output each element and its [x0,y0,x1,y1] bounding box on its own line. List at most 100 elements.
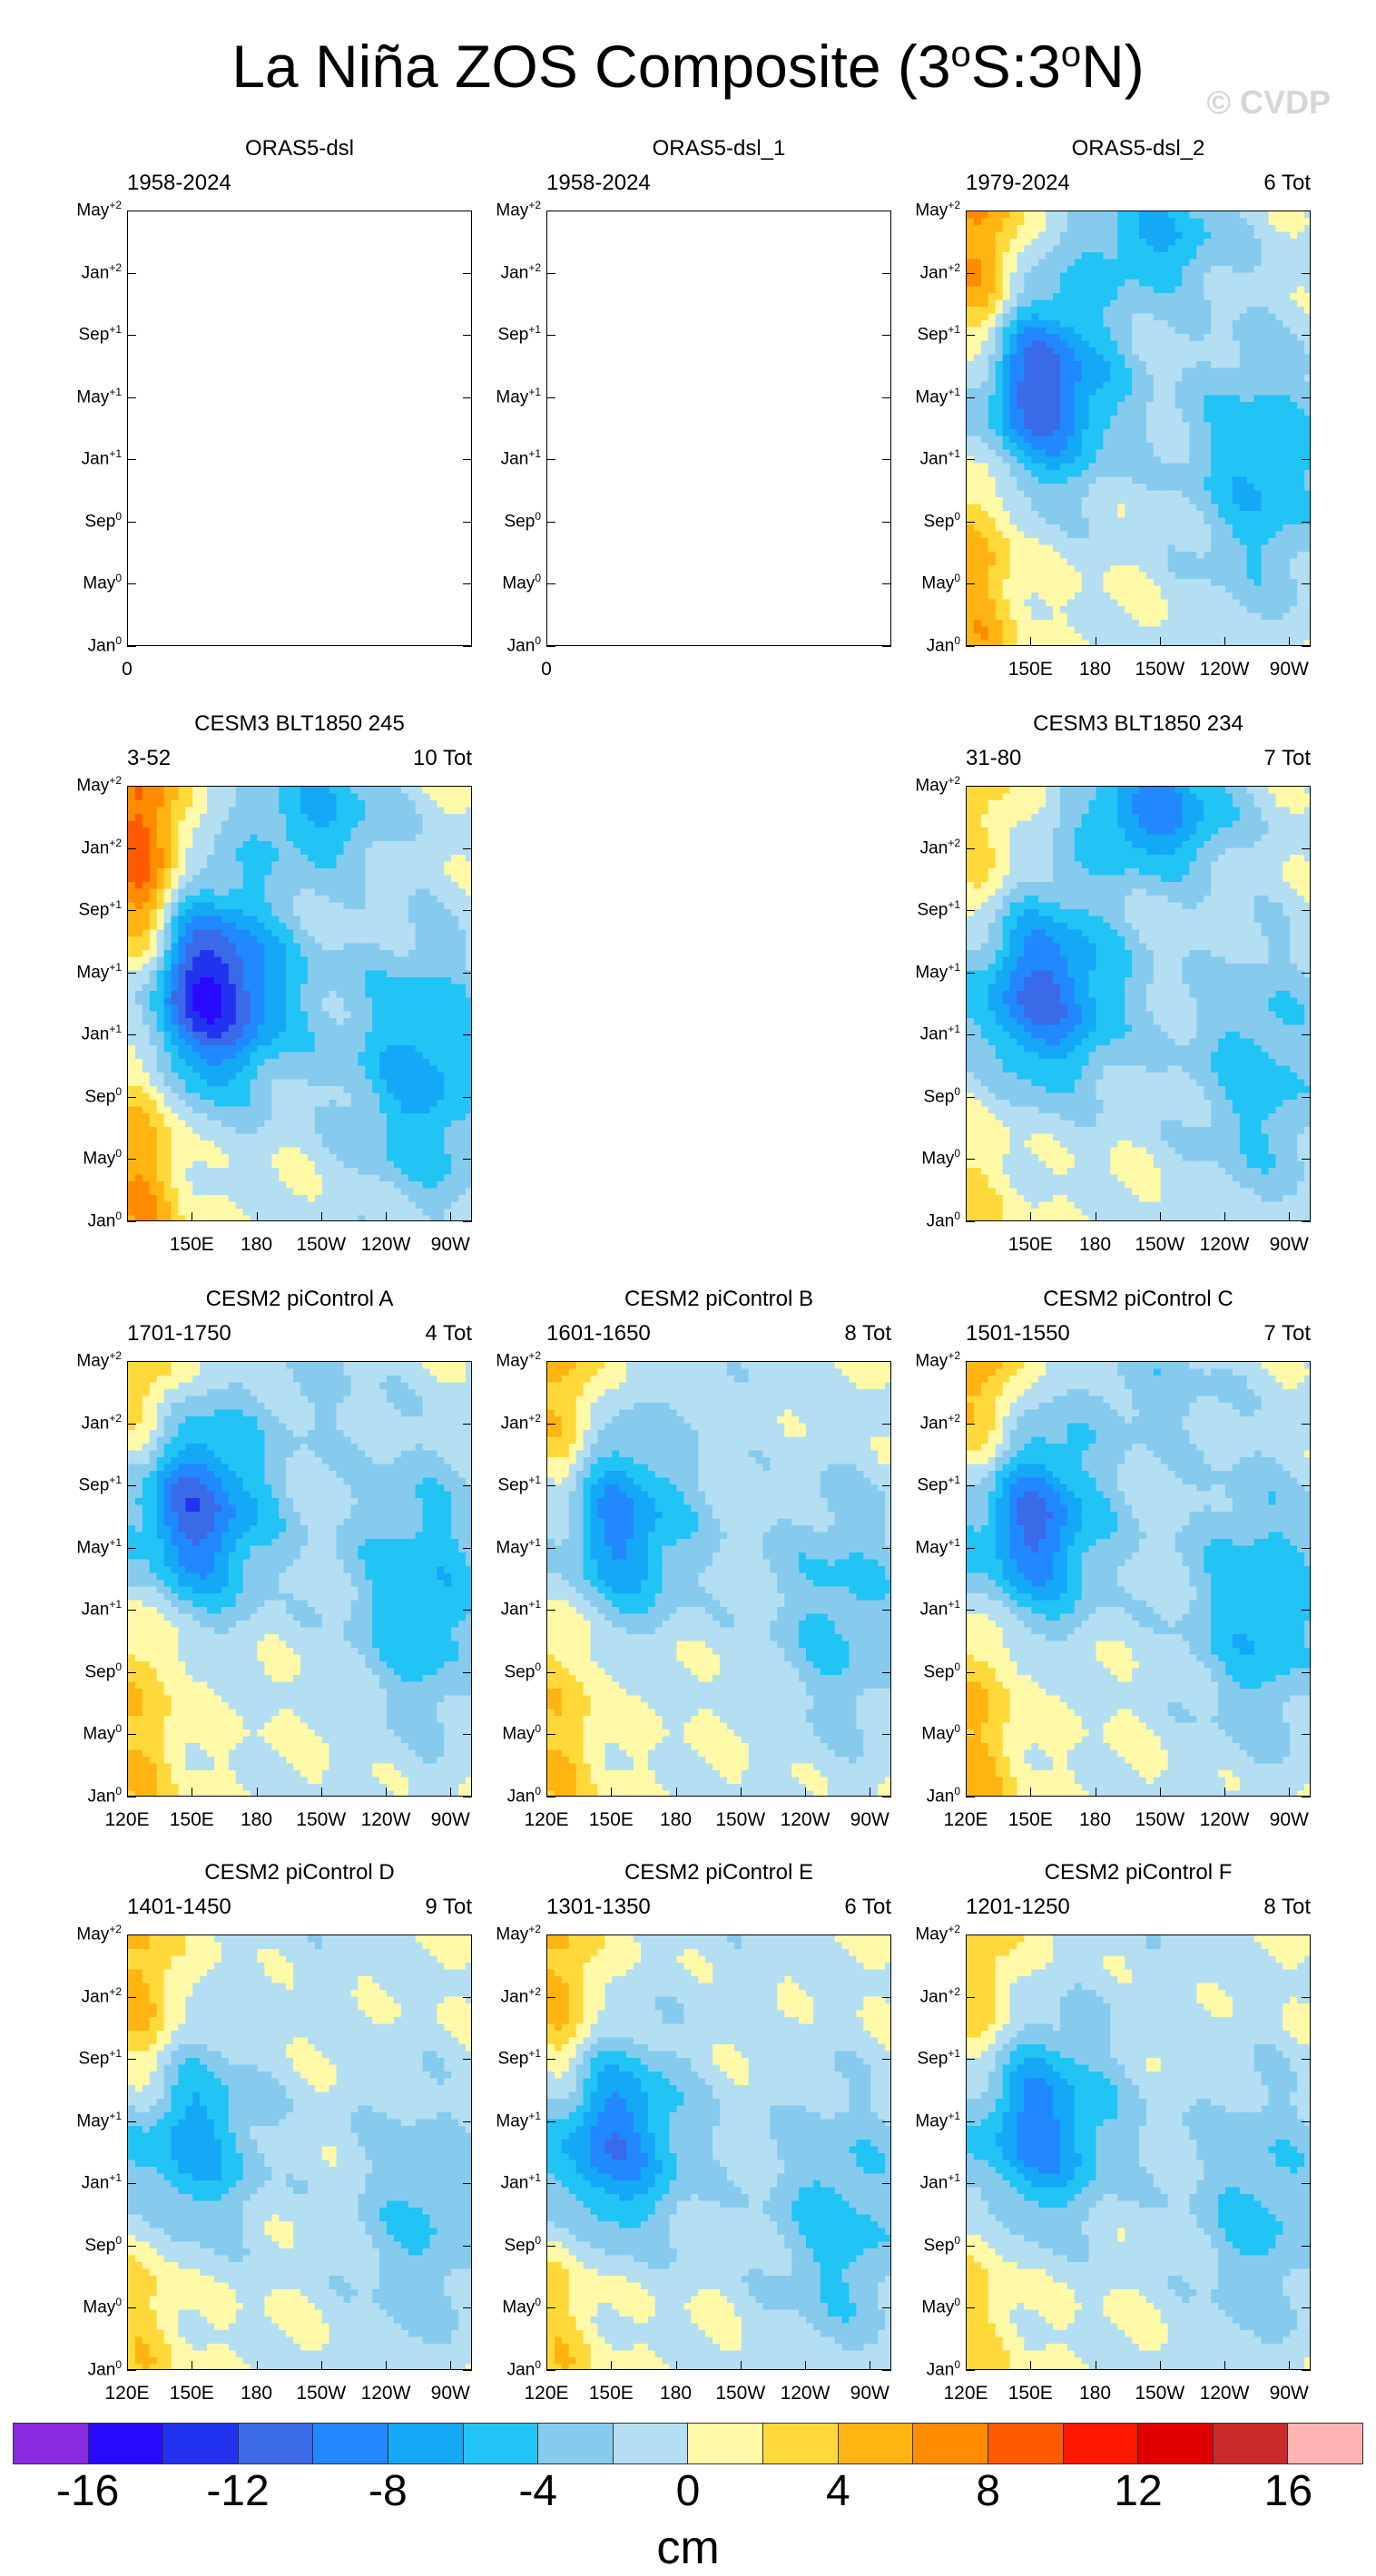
heatmap-cell [1024,293,1032,301]
heatmap-cell [1290,402,1298,410]
heatmap-cell [1268,429,1277,437]
heatmap-cell [286,828,294,836]
heatmap-cell [185,1011,193,1019]
heatmap-cell [1246,272,1255,280]
heatmap-cell [1182,463,1191,471]
heatmap-cell [1167,340,1176,348]
heatmap-cell [1053,470,1061,478]
heatmap-cell [207,847,215,856]
heatmap-cell [1275,565,1283,573]
heatmap-cell [1059,422,1068,430]
heatmap-cell [1053,402,1061,410]
heatmap-cell [1009,408,1018,416]
heatmap-cell [242,1032,251,1040]
heatmap-cell [1225,245,1233,253]
heatmap-cell [279,841,287,849]
heatmap-cell [1081,572,1090,580]
heatmap-cell [242,1168,251,1176]
heatmap-cell [264,1004,272,1013]
heatmap-cell [142,1092,151,1101]
heatmap-cell [321,888,330,896]
heatmap-cell [1038,511,1047,519]
heatmap-cell [142,1011,151,1019]
heatmap-cell [1125,463,1133,471]
heatmap-cell [1239,299,1248,308]
heatmap-cell [1283,402,1291,410]
heatmap-cell [163,1100,172,1108]
heatmap-cell [1031,565,1039,573]
heatmap-cell [1074,593,1083,601]
heatmap-cell [178,1195,186,1203]
heatmap-cell [207,977,215,985]
heatmap-cell [1125,443,1133,451]
heatmap-cell [1088,361,1097,369]
heatmap-cell [1066,538,1076,546]
heatmap-cell [1304,293,1310,301]
heatmap-cell [286,1100,294,1108]
heatmap-cell [200,1154,208,1162]
heatmap-cell [149,1079,158,1087]
heatmap-cell [1290,245,1298,253]
heatmap-cell [1024,313,1032,321]
heatmap-cell [988,361,997,369]
heatmap-cell [178,1045,186,1053]
heatmap-cell [1110,633,1118,642]
heatmap-cell [1046,538,1054,546]
heatmap-cell [1110,259,1118,267]
heatmap-cell [207,916,215,924]
heatmap-cell [235,814,244,822]
heatmap-cell [271,814,280,822]
heatmap-cell [1283,348,1291,356]
heatmap-cell [207,1113,215,1121]
heatmap-cell [1175,504,1184,512]
heatmap-cell [257,800,266,808]
heatmap-cell [257,882,266,890]
heatmap-cell [156,841,165,849]
heatmap-cell [1290,340,1298,348]
heatmap-cell [242,847,251,856]
heatmap-cell [1117,626,1125,634]
heatmap-cell [192,1011,201,1019]
heatmap-cell [293,855,301,863]
heatmap-cell [279,1195,287,1203]
heatmap-cell [271,929,280,937]
heatmap-cell [185,868,193,877]
heatmap-cell [307,828,316,836]
heatmap-cell [207,929,215,937]
heatmap-cell [128,1195,136,1203]
heatmap-cell [980,490,989,498]
heatmap-cell [1239,416,1248,424]
heatmap-cell [321,841,330,849]
heatmap-cell [967,408,975,416]
heatmap-cell [264,964,272,972]
heatmap-cell [1232,538,1241,546]
heatmap-cell [1189,272,1197,280]
heatmap-cell [200,1032,208,1040]
heatmap-cell [1246,552,1255,560]
heatmap-cell [1125,449,1133,457]
heatmap-cell [1081,307,1090,315]
heatmap-cell [1153,327,1162,335]
heatmap-cell [1038,231,1047,240]
heatmap-cell [286,964,294,972]
heatmap-cell [214,956,222,965]
heatmap-cell [1096,416,1105,424]
heatmap-cell [1253,272,1263,280]
heatmap-cell [1125,225,1133,233]
heatmap-cell [1283,327,1291,335]
heatmap-cell [286,1147,294,1155]
heatmap-cell [995,620,1004,628]
y-tick-sup: 0 [954,572,960,584]
heatmap-cell [235,828,244,836]
heatmap-cell [1253,313,1263,321]
heatmap-cell [1024,272,1032,280]
heatmap-cell [1297,626,1305,634]
heatmap-cell [1253,259,1263,267]
heatmap-cell [1160,612,1169,621]
heatmap-cell [1253,620,1263,628]
heatmap-cell [279,814,287,822]
heatmap-cell [1081,408,1090,416]
heatmap-cell [293,936,301,945]
heatmap-cell [995,558,1004,566]
heatmap-cell [171,800,180,808]
